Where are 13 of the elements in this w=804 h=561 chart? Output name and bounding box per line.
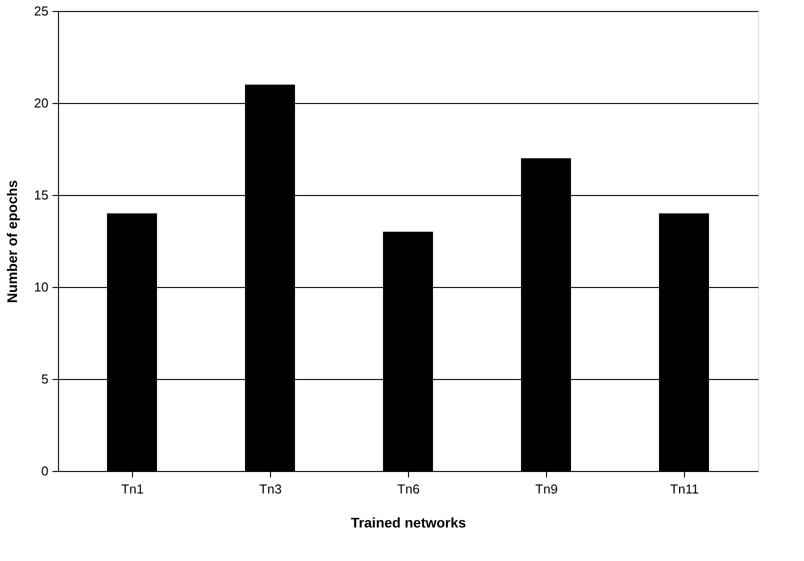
y-tick-label: 10 [34, 280, 48, 294]
x-tick-label: Tn1 [121, 482, 144, 496]
x-tick-label: Tn11 [670, 482, 699, 496]
y-tick-label: 20 [34, 96, 48, 110]
y-tick-label: 25 [34, 4, 48, 18]
x-axis-title: Trained networks [350, 514, 466, 530]
y-tick-label: 15 [34, 188, 48, 202]
x-tick-label: Tn3 [259, 482, 282, 496]
x-tick-label: Tn6 [397, 482, 420, 496]
y-tick-label: 5 [41, 372, 48, 386]
y-tick-label: 0 [41, 464, 48, 478]
x-tick-label: Tn9 [535, 482, 558, 496]
y-axis-title: Number of epochs [4, 180, 20, 303]
